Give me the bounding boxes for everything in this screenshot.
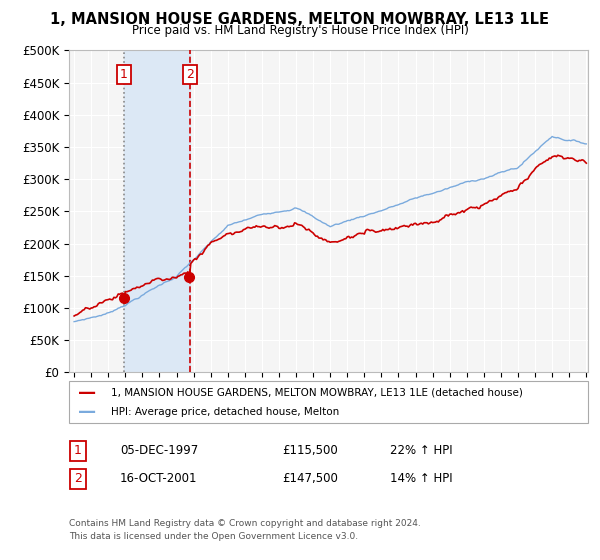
Text: —: —: [78, 403, 96, 421]
Text: Contains HM Land Registry data © Crown copyright and database right 2024.: Contains HM Land Registry data © Crown c…: [69, 519, 421, 528]
Text: 1: 1: [74, 444, 82, 458]
Text: HPI: Average price, detached house, Melton: HPI: Average price, detached house, Melt…: [111, 407, 339, 417]
Text: 05-DEC-1997: 05-DEC-1997: [120, 444, 198, 458]
Bar: [124, 50, 190, 372]
Text: 2: 2: [186, 68, 194, 81]
Text: £115,500: £115,500: [282, 444, 338, 458]
Text: Price paid vs. HM Land Registry's House Price Index (HPI): Price paid vs. HM Land Registry's House …: [131, 24, 469, 36]
Text: —: —: [78, 384, 96, 402]
Text: 22% ↑ HPI: 22% ↑ HPI: [390, 444, 452, 458]
Text: This data is licensed under the Open Government Licence v3.0.: This data is licensed under the Open Gov…: [69, 532, 358, 541]
Text: £147,500: £147,500: [282, 472, 338, 486]
Text: 2: 2: [74, 472, 82, 486]
Text: 1, MANSION HOUSE GARDENS, MELTON MOWBRAY, LE13 1LE (detached house): 1, MANSION HOUSE GARDENS, MELTON MOWBRAY…: [111, 388, 523, 398]
Text: 1, MANSION HOUSE GARDENS, MELTON MOWBRAY, LE13 1LE: 1, MANSION HOUSE GARDENS, MELTON MOWBRAY…: [50, 12, 550, 27]
Text: 1: 1: [120, 68, 128, 81]
Text: 16-OCT-2001: 16-OCT-2001: [120, 472, 197, 486]
Text: 14% ↑ HPI: 14% ↑ HPI: [390, 472, 452, 486]
